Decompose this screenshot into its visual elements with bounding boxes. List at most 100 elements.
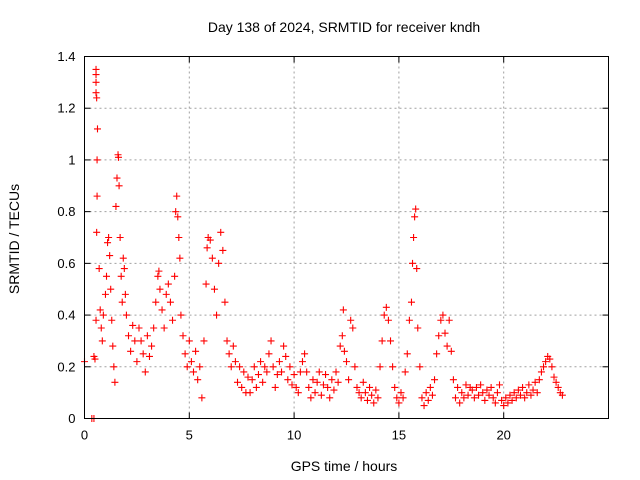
data-point [210, 285, 218, 293]
data-point [248, 376, 256, 384]
data-point [428, 391, 436, 399]
data-point [516, 391, 524, 399]
data-point [512, 394, 520, 402]
data-point [93, 192, 101, 200]
data-point [298, 358, 306, 366]
data-point [391, 383, 399, 391]
data-point [382, 303, 390, 311]
data-point [443, 342, 451, 350]
data-point [307, 394, 315, 402]
y-tick-label: 0.4 [57, 308, 75, 323]
data-point [317, 391, 325, 399]
data-point [150, 324, 158, 332]
data-point [413, 265, 421, 273]
data-point [397, 389, 405, 397]
data-point [336, 342, 344, 350]
data-point [510, 389, 518, 397]
data-point [206, 236, 214, 244]
data-point [349, 324, 357, 332]
data-point [265, 350, 273, 358]
data-point [145, 352, 153, 360]
data-point [96, 306, 104, 314]
data-point [117, 272, 125, 280]
data-point [219, 246, 227, 254]
data-point [359, 378, 367, 386]
data-point [328, 376, 336, 384]
data-point [223, 337, 231, 345]
data-point [271, 383, 279, 391]
grid-lines [84, 56, 609, 419]
data-point [160, 324, 168, 332]
data-point [496, 381, 504, 389]
data-point [121, 290, 129, 298]
data-point [227, 363, 235, 371]
data-point [105, 234, 113, 241]
data-point [217, 228, 225, 236]
data-point [114, 153, 122, 161]
data-point [176, 254, 184, 262]
data-point [357, 394, 365, 402]
data-point [125, 332, 133, 340]
data-point [502, 394, 510, 402]
data-point [187, 358, 195, 366]
data-point [426, 383, 434, 391]
data-point [498, 396, 506, 404]
data-point [399, 394, 407, 402]
y-tick-label: 0.6 [57, 256, 75, 271]
data-point [294, 389, 302, 397]
data-point [537, 368, 545, 376]
data-point [535, 376, 543, 384]
data-point [98, 337, 106, 345]
data-point [238, 383, 246, 391]
data-point [275, 358, 283, 366]
data-point [368, 391, 376, 399]
data-point [527, 391, 535, 399]
data-point [112, 202, 120, 210]
chart-title: Day 138 of 2024, SRMTID for receiver knd… [208, 19, 480, 35]
data-point [229, 342, 237, 350]
data-point [257, 358, 265, 366]
data-point [332, 368, 340, 376]
x-tick-label: 15 [392, 428, 406, 443]
data-point [324, 383, 332, 391]
data-point [273, 371, 281, 379]
data-point [508, 396, 516, 404]
data-point [290, 371, 298, 379]
data-point [458, 389, 466, 397]
data-point [93, 228, 101, 236]
data-point [523, 389, 531, 397]
data-point [92, 78, 100, 86]
data-points [81, 65, 566, 422]
data-point [119, 254, 127, 262]
data-point [456, 399, 464, 407]
data-point [185, 337, 193, 345]
data-point [115, 182, 123, 190]
data-point [439, 311, 447, 319]
data-point [343, 358, 350, 366]
data-point [531, 378, 539, 386]
data-point [353, 383, 361, 391]
data-point [284, 376, 292, 384]
data-point [449, 376, 457, 384]
data-point [278, 368, 286, 376]
data-point [240, 368, 248, 376]
data-point [202, 280, 210, 288]
data-point [339, 306, 347, 314]
data-point [420, 402, 428, 410]
data-point [118, 298, 126, 306]
data-point [261, 363, 269, 371]
data-point [372, 386, 380, 394]
data-point [169, 316, 177, 324]
data-point [451, 394, 459, 402]
data-point [437, 316, 445, 324]
data-point [108, 316, 116, 324]
data-point [282, 352, 290, 360]
data-point [267, 337, 275, 345]
data-point [292, 383, 300, 391]
data-point [550, 373, 558, 381]
data-point [135, 324, 143, 332]
data-point [441, 329, 449, 337]
data-point [93, 125, 101, 133]
data-point [558, 391, 566, 399]
data-point [322, 371, 330, 379]
